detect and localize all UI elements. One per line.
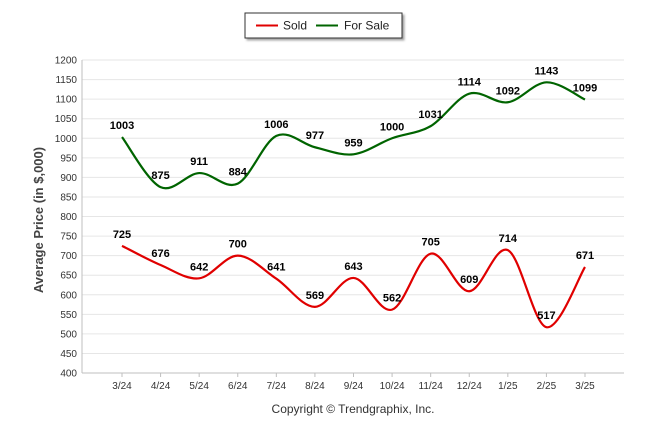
y-tick-label: 450 <box>60 349 77 360</box>
data-label-sold: 714 <box>499 233 518 245</box>
data-label-sold: 676 <box>151 248 169 260</box>
x-tick-label: 11/24 <box>419 381 444 392</box>
series-layer <box>121 81 586 329</box>
x-tick-label: 4/24 <box>151 381 171 392</box>
data-label-sold: 700 <box>229 239 247 251</box>
data-label-sold: 725 <box>113 229 131 241</box>
x-tick-label: 1/25 <box>498 381 518 392</box>
data-label-sold: 642 <box>190 261 208 273</box>
data-label-sold: 517 <box>537 310 555 322</box>
data-label-for-sale: 1143 <box>534 65 558 77</box>
x-tick-label: 7/24 <box>267 381 287 392</box>
series-line-for-sale <box>121 81 586 190</box>
x-tick-label: 10/24 <box>380 381 405 392</box>
x-tick-label: 12/24 <box>457 381 482 392</box>
data-label-sold: 569 <box>306 290 324 302</box>
y-tick-label: 850 <box>60 192 77 203</box>
x-tick-label: 5/24 <box>189 381 209 392</box>
data-label-sold: 705 <box>421 237 439 249</box>
data-label-for-sale: 1000 <box>380 121 404 133</box>
copyright-text: Copyright © Trendgraphix, Inc. <box>272 402 435 416</box>
series-line-sold <box>121 244 586 329</box>
x-tick-label: 8/24 <box>305 381 325 392</box>
data-label-for-sale: 875 <box>151 170 169 182</box>
x-tick-label: 9/24 <box>344 381 364 392</box>
data-label-sold: 671 <box>576 250 594 262</box>
data-label-for-sale: 977 <box>306 130 324 142</box>
data-label-for-sale: 1099 <box>573 83 597 95</box>
y-tick-label: 1000 <box>55 134 78 145</box>
data-label-sold: 562 <box>383 293 401 305</box>
grid-layer <box>82 59 624 354</box>
y-tick-label: 800 <box>60 212 77 223</box>
data-label-sold: 641 <box>267 262 285 274</box>
x-tick-label: 2/25 <box>537 381 557 392</box>
axis-layer: 400 450 500 550 600 650 700 750 800 850 900 950 1000… <box>55 56 624 392</box>
y-tick-label: 1100 <box>55 95 77 106</box>
legend: Sold For Sale <box>244 12 403 39</box>
y-tick-label: 550 <box>60 310 77 321</box>
y-tick-label: 900 <box>60 173 77 184</box>
label-layer: 725 676 642 700 641 569 643 562 705 609 714 517 671 1… <box>110 65 597 322</box>
legend-label-for-sale: For Sale <box>344 19 390 33</box>
data-label-for-sale: 1003 <box>110 120 134 132</box>
y-axis-title: Average Price (in $,000) <box>31 147 46 293</box>
x-tick-label: 3/24 <box>112 381 132 392</box>
data-label-sold: 643 <box>344 261 362 273</box>
y-tick-label: 700 <box>60 251 77 262</box>
y-tick-label: 950 <box>60 153 77 164</box>
x-tick-label: 6/24 <box>228 381 248 392</box>
y-tick-label: 1150 <box>55 75 77 86</box>
data-label-for-sale: 1006 <box>264 119 288 131</box>
y-tick-label: 750 <box>60 232 77 243</box>
data-label-for-sale: 1031 <box>418 109 442 121</box>
y-tick-label: 600 <box>60 290 77 301</box>
y-tick-label: 400 <box>60 369 77 380</box>
data-label-for-sale: 1114 <box>458 77 482 89</box>
y-tick-label: 1050 <box>55 114 78 125</box>
legend-label-sold: Sold <box>283 19 307 33</box>
x-tick-label: 3/25 <box>575 381 595 392</box>
y-tick-label: 500 <box>60 329 77 340</box>
data-label-for-sale: 911 <box>190 156 208 168</box>
data-label-for-sale: 884 <box>229 167 248 179</box>
data-label-for-sale: 1092 <box>496 85 520 97</box>
data-label-for-sale: 959 <box>344 137 362 149</box>
data-label-sold: 609 <box>460 274 478 286</box>
y-tick-label: 1200 <box>55 56 78 67</box>
y-tick-label: 650 <box>60 271 77 282</box>
